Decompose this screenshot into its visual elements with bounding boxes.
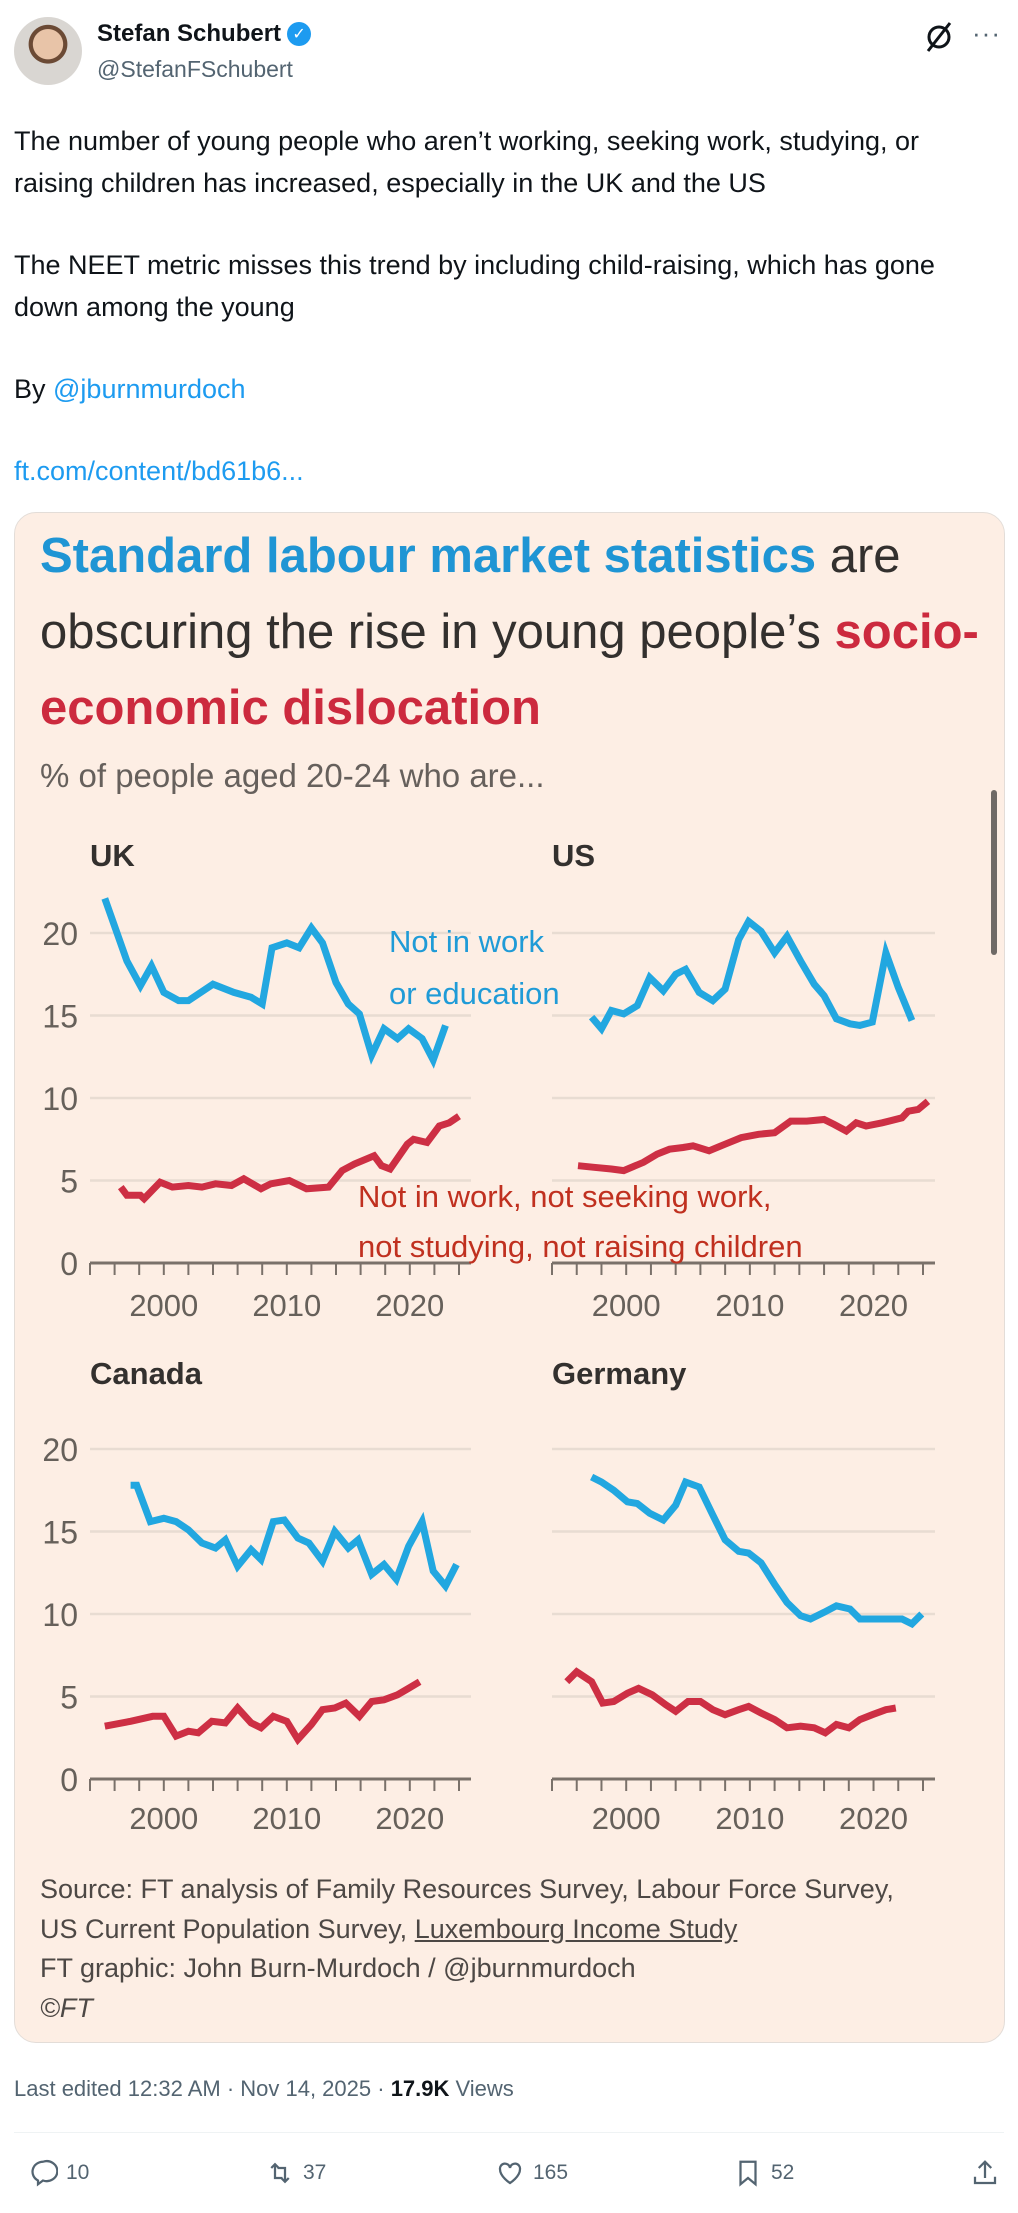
series-line-red (564, 1667, 897, 1737)
heart-icon (498, 2162, 522, 2185)
share-button[interactable] (970, 2158, 1000, 2188)
y-tick-label: 5 (60, 1680, 78, 1716)
chart-source: Source: FT analysis of Family Resources … (40, 1874, 894, 2023)
mention-link[interactable]: @jburnmurdoch (53, 374, 246, 404)
tweet-meta: Last edited 12:32 AM · Nov 14, 2025 · 17… (14, 2076, 514, 2101)
y-tick-label: 0 (60, 1246, 78, 1282)
like-button[interactable]: 165 (495, 2158, 568, 2188)
x-tick-label: 2010 (252, 1288, 321, 1323)
series-line-red (117, 1113, 461, 1204)
y-tick-label: 20 (42, 916, 78, 952)
panel-title: Germany (552, 1356, 687, 1391)
more-options-icon[interactable]: ··· (972, 18, 1001, 48)
y-tick-label: 15 (42, 999, 78, 1035)
series-line-blue (101, 897, 449, 1069)
divider (14, 2132, 1004, 2133)
series-line-blue (130, 1481, 460, 1593)
tweet-paragraph: The number of young people who aren’t wo… (14, 126, 920, 198)
series-line-red (577, 1098, 931, 1175)
x-tick-label: 2020 (839, 1801, 908, 1836)
tweet-paragraph: The NEET metric misses this trend by inc… (14, 250, 935, 322)
repost-button[interactable]: 37 (265, 2158, 326, 2188)
panel-title: Canada (90, 1356, 203, 1391)
reply-button[interactable]: 10 (28, 2158, 89, 2188)
verified-badge-icon: ✓ (287, 22, 312, 46)
y-tick-label: 20 (42, 1432, 78, 1468)
article-link[interactable]: ft.com/content/bd61b6... (14, 456, 304, 486)
y-tick-label: 5 (60, 1164, 78, 1200)
scrollbar[interactable] (991, 790, 997, 955)
repost-icon (270, 2162, 290, 2184)
x-tick-label: 2000 (129, 1288, 198, 1323)
series-line-red (104, 1678, 422, 1746)
tweet-text: The number of young people who aren’t wo… (14, 120, 1004, 532)
bookmark-icon (739, 2160, 757, 2187)
x-tick-label: 2000 (129, 1801, 198, 1836)
y-tick-label: 10 (42, 1597, 78, 1633)
x-tick-label: 2010 (715, 1801, 784, 1836)
tweet-byline: By @jburnmurdoch (14, 374, 246, 404)
x-tick-label: 2000 (592, 1288, 661, 1323)
x-tick-label: 2020 (839, 1288, 908, 1323)
legend-label-red: not studying, not raising children (358, 1229, 803, 1264)
grok-icon[interactable] (922, 20, 956, 54)
y-tick-label: 15 (42, 1515, 78, 1551)
series-line-blue (588, 916, 916, 1035)
x-tick-label: 2010 (715, 1288, 784, 1323)
series-line-blue (590, 1473, 925, 1629)
y-tick-label: 10 (42, 1081, 78, 1117)
panel-title: UK (90, 838, 135, 873)
x-tick-label: 2000 (592, 1801, 661, 1836)
reply-icon (31, 2160, 58, 2187)
y-tick-label: 0 (60, 1762, 78, 1798)
chart-title: Standard labour market statistics are ob… (40, 529, 979, 735)
chart-subtitle: % of people aged 20-24 who are... (40, 757, 545, 794)
legend-label-blue: or education (389, 976, 560, 1011)
share-icon (973, 2160, 997, 2185)
panel-title: US (552, 838, 595, 873)
chart-image-card[interactable] (14, 512, 1005, 2043)
author-handle[interactable]: @StefanFSchubert (97, 56, 293, 82)
x-tick-label: 2020 (375, 1288, 444, 1323)
legend-label-blue: Not in work (389, 924, 545, 959)
bookmark-button[interactable]: 52 (733, 2158, 794, 2188)
source-link: Luxembourg Income Study (414, 1913, 738, 1944)
author-name[interactable]: Stefan Schubert ✓ (97, 20, 312, 48)
legend-label-red: Not in work, not seeking work, (358, 1179, 772, 1214)
avatar[interactable] (14, 17, 82, 85)
x-tick-label: 2010 (252, 1801, 321, 1836)
x-tick-label: 2020 (375, 1801, 444, 1836)
